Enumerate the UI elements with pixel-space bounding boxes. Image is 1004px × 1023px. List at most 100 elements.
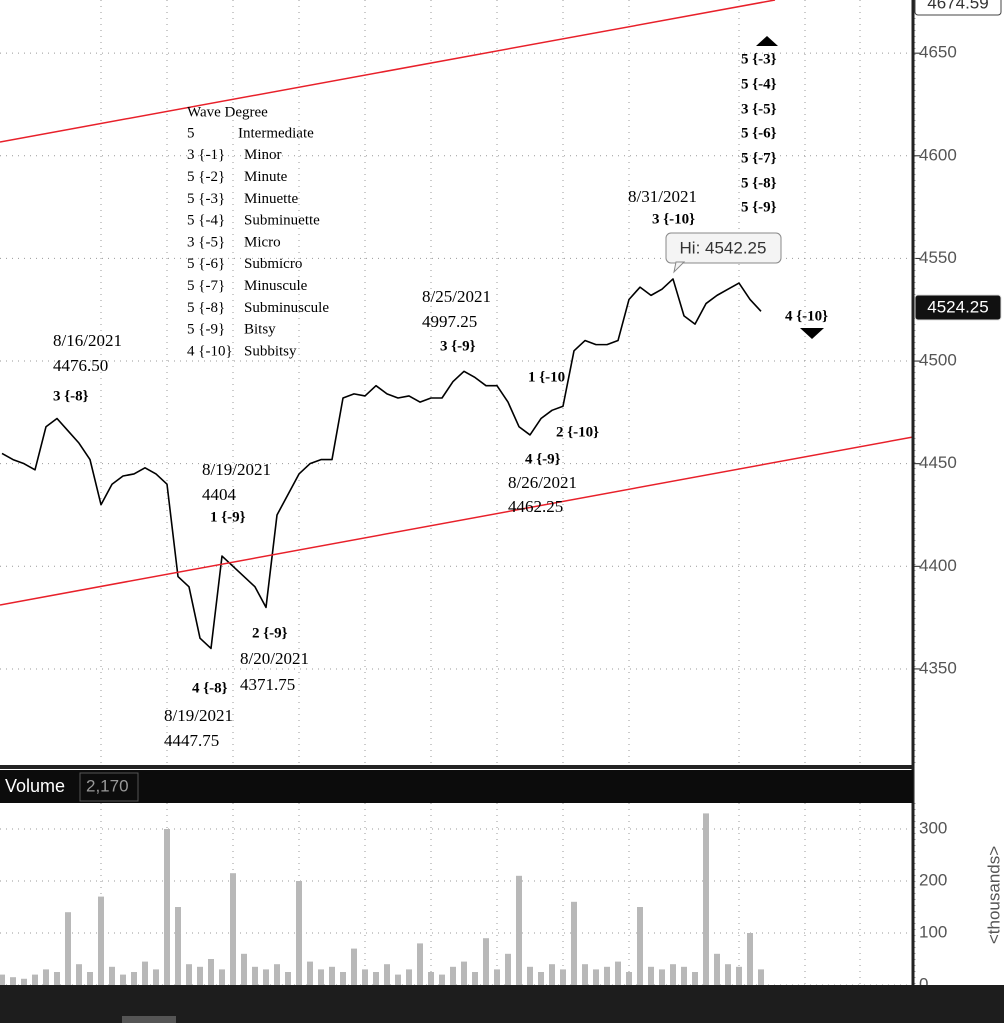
volume-bar [109,966,115,985]
y-tick-label: 100 [919,922,947,941]
volume-bar [186,964,192,985]
volume-bar [681,966,687,985]
scrollbar[interactable] [122,1016,176,1023]
annotation: 8/25/2021 [422,287,491,306]
annotation: 8/19/2021 [164,706,233,725]
volume-bar [296,881,302,985]
annotation: 4476.50 [53,356,108,375]
annotation: 5 {-8} [741,175,777,191]
wave-table-name: Minute [244,169,288,185]
volume-bar [615,961,621,985]
volume-bar [241,953,247,985]
annotation: 2 {-9} [252,625,288,641]
up-arrow [756,36,778,46]
high-label: Hi: 4542.25 [680,238,767,257]
annotation: 2 {-10} [556,424,599,440]
wave-table-degree: 5 {-2} [187,169,225,185]
volume-bar [494,969,500,985]
upper-channel-line [0,0,776,143]
high-pointer [673,261,686,274]
volume-bar [692,972,698,985]
annotation: 8/16/2021 [53,331,122,350]
volume-bar [461,961,467,985]
volume-bar [87,972,93,985]
volume-bar [65,912,71,985]
volume-bar [340,972,346,985]
volume-bar [252,966,258,985]
annotation: 4 {-8} [192,680,228,696]
annotation: 8/31/2021 [628,187,697,206]
wave-table-name: Subminuette [244,213,320,229]
annotation: 4 {-10} [785,308,828,324]
volume-bar [142,961,148,985]
volume-bar [604,966,610,985]
y-tick-label: 200 [919,870,947,889]
last-price-tag [914,294,1002,321]
annotation: 4 {-9} [525,451,561,467]
volume-bar [175,907,181,985]
volume-bar [384,964,390,985]
wave-table-name: Minuette [244,191,298,207]
annotation: 3 {-8} [53,388,89,404]
volume-bar [76,964,82,985]
annotations: 8/16/2021 4476.50 3 {-8} 8/19/2021 4404 1 {-9… [53,51,828,749]
annotation: 5 {-3} [741,51,777,67]
volume-bar [318,969,324,985]
volume-bar [571,901,577,985]
annotation: 8/20/2021 [240,649,309,668]
volume-bar [505,953,511,985]
volume-bar [538,972,544,985]
wave-table-degree: 3 {-1} [187,147,225,163]
volume-bar [32,974,38,985]
y-tick-label: 4500 [919,351,957,370]
volume-bar [472,972,478,985]
wave-table-degree: 5 [187,125,195,141]
volume-bar [263,969,269,985]
annotation: 5 {-7} [741,150,777,166]
volume-bar [703,813,709,985]
volume-bar [197,966,203,985]
wave-table-name: Minor [244,147,282,163]
volume-bar [439,974,445,985]
wave-table-name: Submicro [244,256,302,272]
annotation: 3 {-9} [440,338,476,354]
wave-table-name: Subminuscule [244,300,329,316]
y-tick-label: 4450 [919,453,957,472]
volume-value: 2,170 [86,776,129,795]
volume-bar [527,966,533,985]
wave-table-degree: 5 {-7} [187,278,225,294]
volume-bar [582,964,588,985]
volume-bar [131,972,137,985]
volume-bar [417,943,423,985]
volume-bar [164,829,170,985]
annotation: 4404 [202,485,237,504]
volume-bar [747,933,753,985]
volume-unit: <thousands> [984,846,1003,944]
volume-bar [516,875,522,985]
annotation: 4371.75 [240,675,295,694]
volume-box [79,772,139,802]
volume-bar [208,959,214,985]
volume-bar [351,948,357,985]
y-tick-label: 4650 [919,43,957,62]
volume-bar [373,972,379,985]
volume-header [0,770,913,803]
volume-bar [714,953,720,985]
volume-bar [285,972,291,985]
wave-table-degree: 5 {-8} [187,300,225,316]
wave-table-degree: 5 {-4} [187,213,225,229]
annotation: 4997.25 [422,312,477,331]
volume-bar [54,972,60,985]
wave-table-name: Intermediate [238,125,314,141]
annotation: 8/19/2021 [202,460,271,479]
wave-table-name: Subbitsy [244,343,297,359]
annotation: 3 {-10} [652,211,695,227]
wave-table-title: Wave Degree [187,104,268,120]
last-price-label: 4524.25 [927,297,988,316]
top-price-label: 4674.59 [927,0,988,12]
volume-bar [0,974,5,985]
annotation: 8/26/2021 [508,473,577,492]
volume-bar [659,969,665,985]
top-price-tag [914,0,1002,16]
